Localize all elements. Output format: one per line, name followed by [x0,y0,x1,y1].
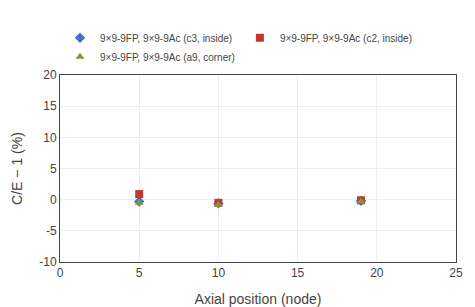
svg-text:0: 0 [50,193,57,207]
svg-text:20: 20 [370,266,384,280]
svg-text:5: 5 [50,162,57,176]
svg-text:15: 15 [291,266,305,280]
svg-text:0: 0 [57,266,64,280]
svg-text:10: 10 [43,131,57,145]
svg-text:9×9-9FP, 9×9-9Ac (c2, inside): 9×9-9FP, 9×9-9Ac (c2, inside) [280,33,412,44]
svg-text:15: 15 [43,99,57,113]
svg-text:9×9-9FP, 9×9-9Ac (a9, corner): 9×9-9FP, 9×9-9Ac (a9, corner) [100,52,235,63]
svg-text:-10: -10 [39,255,57,269]
svg-text:Axial position (node): Axial position (node) [195,291,322,307]
svg-text:5: 5 [136,266,143,280]
svg-text:10: 10 [212,266,226,280]
svg-text:20: 20 [43,68,57,82]
svg-text:-5: -5 [46,224,57,238]
svg-text:9×9-9FP, 9×9-9Ac (c3, inside): 9×9-9FP, 9×9-9Ac (c3, inside) [100,33,232,44]
svg-text:25: 25 [449,266,463,280]
svg-text:C/E − 1 (%): C/E − 1 (%) [9,132,25,205]
